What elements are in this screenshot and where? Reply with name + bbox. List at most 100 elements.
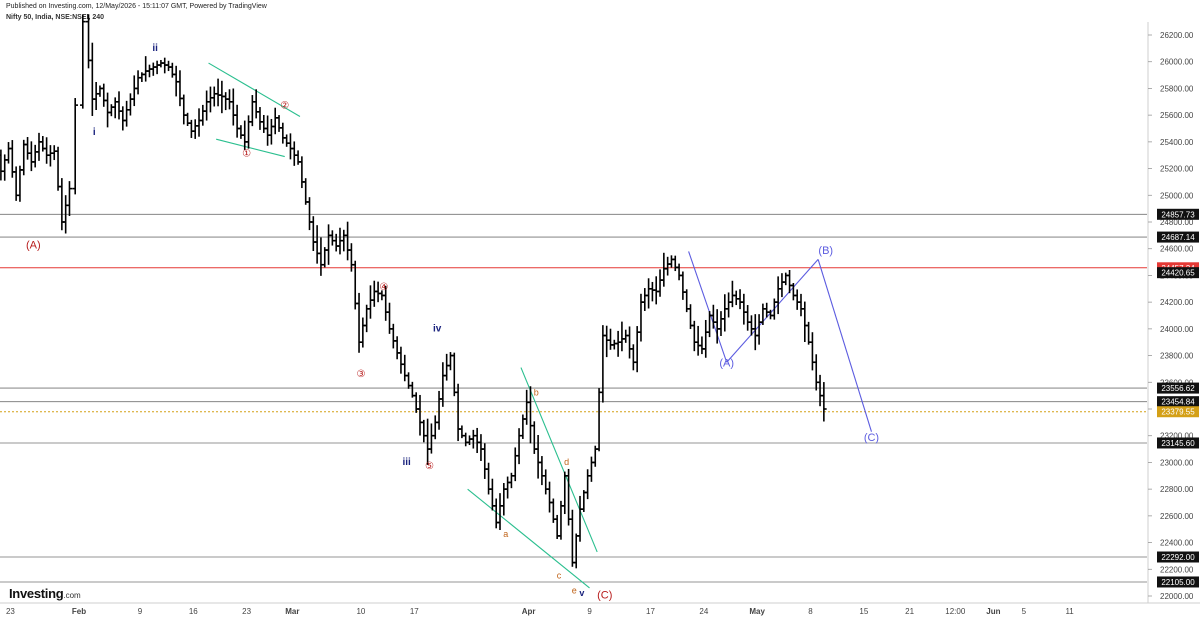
ohlc-bar — [455, 383, 461, 442]
ohlc-bar — [283, 134, 290, 147]
ohlc-bar — [200, 104, 206, 126]
wave-label: ② — [280, 100, 289, 111]
ohlc-bar — [238, 125, 244, 139]
ohlc-bar — [112, 97, 118, 119]
published-note: Published on Investing.com, 12/May/2026 … — [6, 3, 267, 10]
y-tick-label: 24800.00 — [1160, 218, 1194, 227]
trendlines — [208, 62, 873, 589]
ohlc-bar — [558, 500, 564, 540]
ohlc-bar — [154, 60, 160, 75]
svg-text:24687.14: 24687.14 — [1161, 233, 1195, 242]
ohlc-bar — [104, 92, 111, 128]
wave-label: ③ — [356, 369, 365, 380]
wave-label: (A) — [26, 240, 41, 252]
x-tick-label: Mar — [285, 607, 299, 616]
svg-text:24857.73: 24857.73 — [1161, 210, 1195, 219]
y-tick-label: 25200.00 — [1160, 165, 1194, 174]
ohlc-bar — [535, 435, 541, 479]
ohlc-bar — [215, 78, 221, 107]
ohlc-bar — [779, 273, 785, 298]
x-tick-label: 10 — [356, 607, 365, 616]
ohlc-bar — [234, 104, 240, 138]
x-tick-label: 12:00 — [945, 607, 966, 616]
ohlc-bar — [569, 509, 576, 567]
wave-label: a — [503, 529, 508, 539]
x-tick-label: 9 — [587, 607, 592, 616]
ohlc-bar — [512, 447, 519, 482]
y-tick-label: 23200.00 — [1160, 432, 1194, 441]
y-tick-label: 24600.00 — [1160, 245, 1194, 254]
ohlc-bar — [584, 469, 591, 500]
ohlc-bar — [782, 272, 789, 286]
ohlc-bar — [260, 114, 267, 133]
ohlc-bar — [641, 288, 648, 311]
svg-text:23379.55: 23379.55 — [1161, 408, 1195, 417]
svg-text:23145.60: 23145.60 — [1161, 439, 1195, 448]
ohlc-bar — [150, 62, 157, 76]
price-level-badges: 24857.7324687.1424457.2424420.6523556.62… — [1157, 208, 1199, 588]
level-badge: 22292.00 — [1157, 551, 1199, 563]
price-axis: 22000.00 22200.00 22400.00 22600.00 22800.00… — [1148, 31, 1194, 601]
level-badge: 23145.60 — [1157, 437, 1199, 449]
ohlc-bar — [619, 321, 625, 352]
ohlc-bar — [177, 70, 183, 107]
x-tick-label: 17 — [646, 607, 655, 616]
ohlc-bar — [737, 289, 743, 310]
wave-label: d — [564, 457, 569, 467]
ohlc-bar — [329, 230, 336, 246]
ohlc-bar — [821, 382, 827, 422]
ohlc-bar — [146, 64, 153, 78]
ohlc-bar — [474, 427, 480, 454]
ohlc-bar — [699, 336, 705, 355]
level-badge: 24857.73 — [1157, 208, 1199, 220]
wave-label: v — [579, 588, 584, 598]
ohlc-bar — [729, 280, 736, 308]
ohlc-bar — [691, 320, 698, 352]
x-tick-label: 24 — [699, 607, 708, 616]
ohlc-bar — [120, 106, 126, 131]
symbol-title: Nifty 50, India, NSE:NSEI, 240 — [6, 14, 105, 21]
wave-label: i — [93, 127, 96, 138]
ohlc-bar — [24, 137, 31, 160]
wave-label: (A) — [719, 357, 734, 369]
wave-label: ① — [242, 149, 251, 160]
ohlc-bar — [657, 269, 663, 297]
ohlc-bar — [798, 293, 804, 317]
y-tick-label: 22000.00 — [1160, 592, 1194, 601]
ohlc-bar — [314, 225, 320, 264]
svg-text:23454.84: 23454.84 — [1161, 398, 1195, 407]
ohlc-bar — [230, 88, 237, 126]
ohlc-bar — [93, 81, 99, 111]
ohlc-bar — [299, 156, 305, 189]
ohlc-bar — [17, 165, 23, 202]
ohlc-bar — [169, 62, 176, 78]
ohlc-bar — [417, 394, 423, 436]
ohlc-bar — [302, 178, 309, 205]
ohlc-bar — [272, 107, 279, 135]
ohlc-bar — [428, 423, 435, 454]
ohlc-bar — [741, 293, 747, 325]
ohlc-bar — [809, 332, 816, 371]
ohlc-bar — [318, 237, 324, 276]
ohlc-bar — [108, 104, 115, 117]
ohlc-bar — [394, 336, 400, 360]
ohlc-bar — [340, 229, 347, 252]
ohlc-bar — [436, 390, 442, 430]
ohlc-bar — [333, 233, 339, 252]
level-badge: 22105.00 — [1157, 576, 1199, 588]
x-tick-label: 23 — [242, 607, 251, 616]
ohlc-bar — [43, 137, 50, 164]
ohlc-bar — [695, 325, 701, 356]
ohlc-bar — [664, 256, 671, 276]
ohlc-bar — [756, 314, 762, 345]
ohlc-bar — [116, 91, 122, 120]
ohlc-bar — [127, 93, 134, 116]
ohlc-bar — [211, 86, 218, 107]
ohlc-bar — [714, 309, 720, 344]
wave-label: e — [572, 585, 577, 595]
ohlc-bar — [676, 263, 682, 281]
ohlc-bar — [573, 533, 580, 569]
ohlc-bar — [97, 85, 103, 97]
y-tick-label: 22400.00 — [1160, 539, 1194, 548]
